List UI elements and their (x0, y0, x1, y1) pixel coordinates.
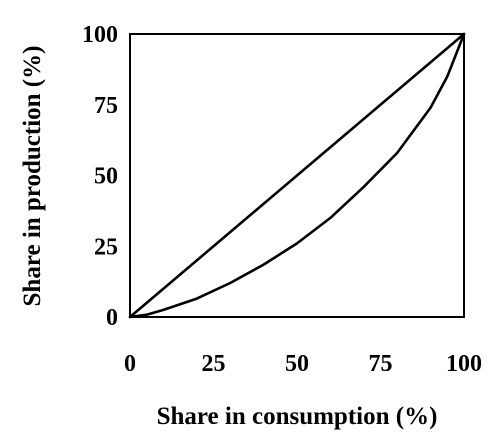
plot-frame (129, 33, 465, 318)
x-tick-label-25: 25 (202, 351, 226, 377)
concentration-curve (128, 32, 466, 319)
x-tick-label-0: 0 (124, 351, 136, 377)
x-tick-labels: 0 25 50 75 100 (124, 351, 482, 377)
equality-line (128, 32, 466, 319)
y-tick-label-50: 50 (94, 164, 118, 190)
y-tick-labels: 0 25 50 75 100 (82, 22, 118, 331)
x-tick-label-75: 75 (369, 351, 393, 377)
y-tick-label-75: 75 (94, 93, 118, 119)
x-tick-label-100: 100 (446, 351, 482, 377)
x-tick-label-50: 50 (285, 351, 309, 377)
y-tick-label-25: 25 (94, 234, 118, 260)
series-layer (128, 32, 466, 319)
x-axis-label: Share in consumption (%) (157, 403, 438, 430)
y-tick-label-0: 0 (106, 305, 118, 331)
y-tick-label-100: 100 (82, 22, 118, 48)
y-axis-label: Share in production (%) (19, 46, 46, 307)
